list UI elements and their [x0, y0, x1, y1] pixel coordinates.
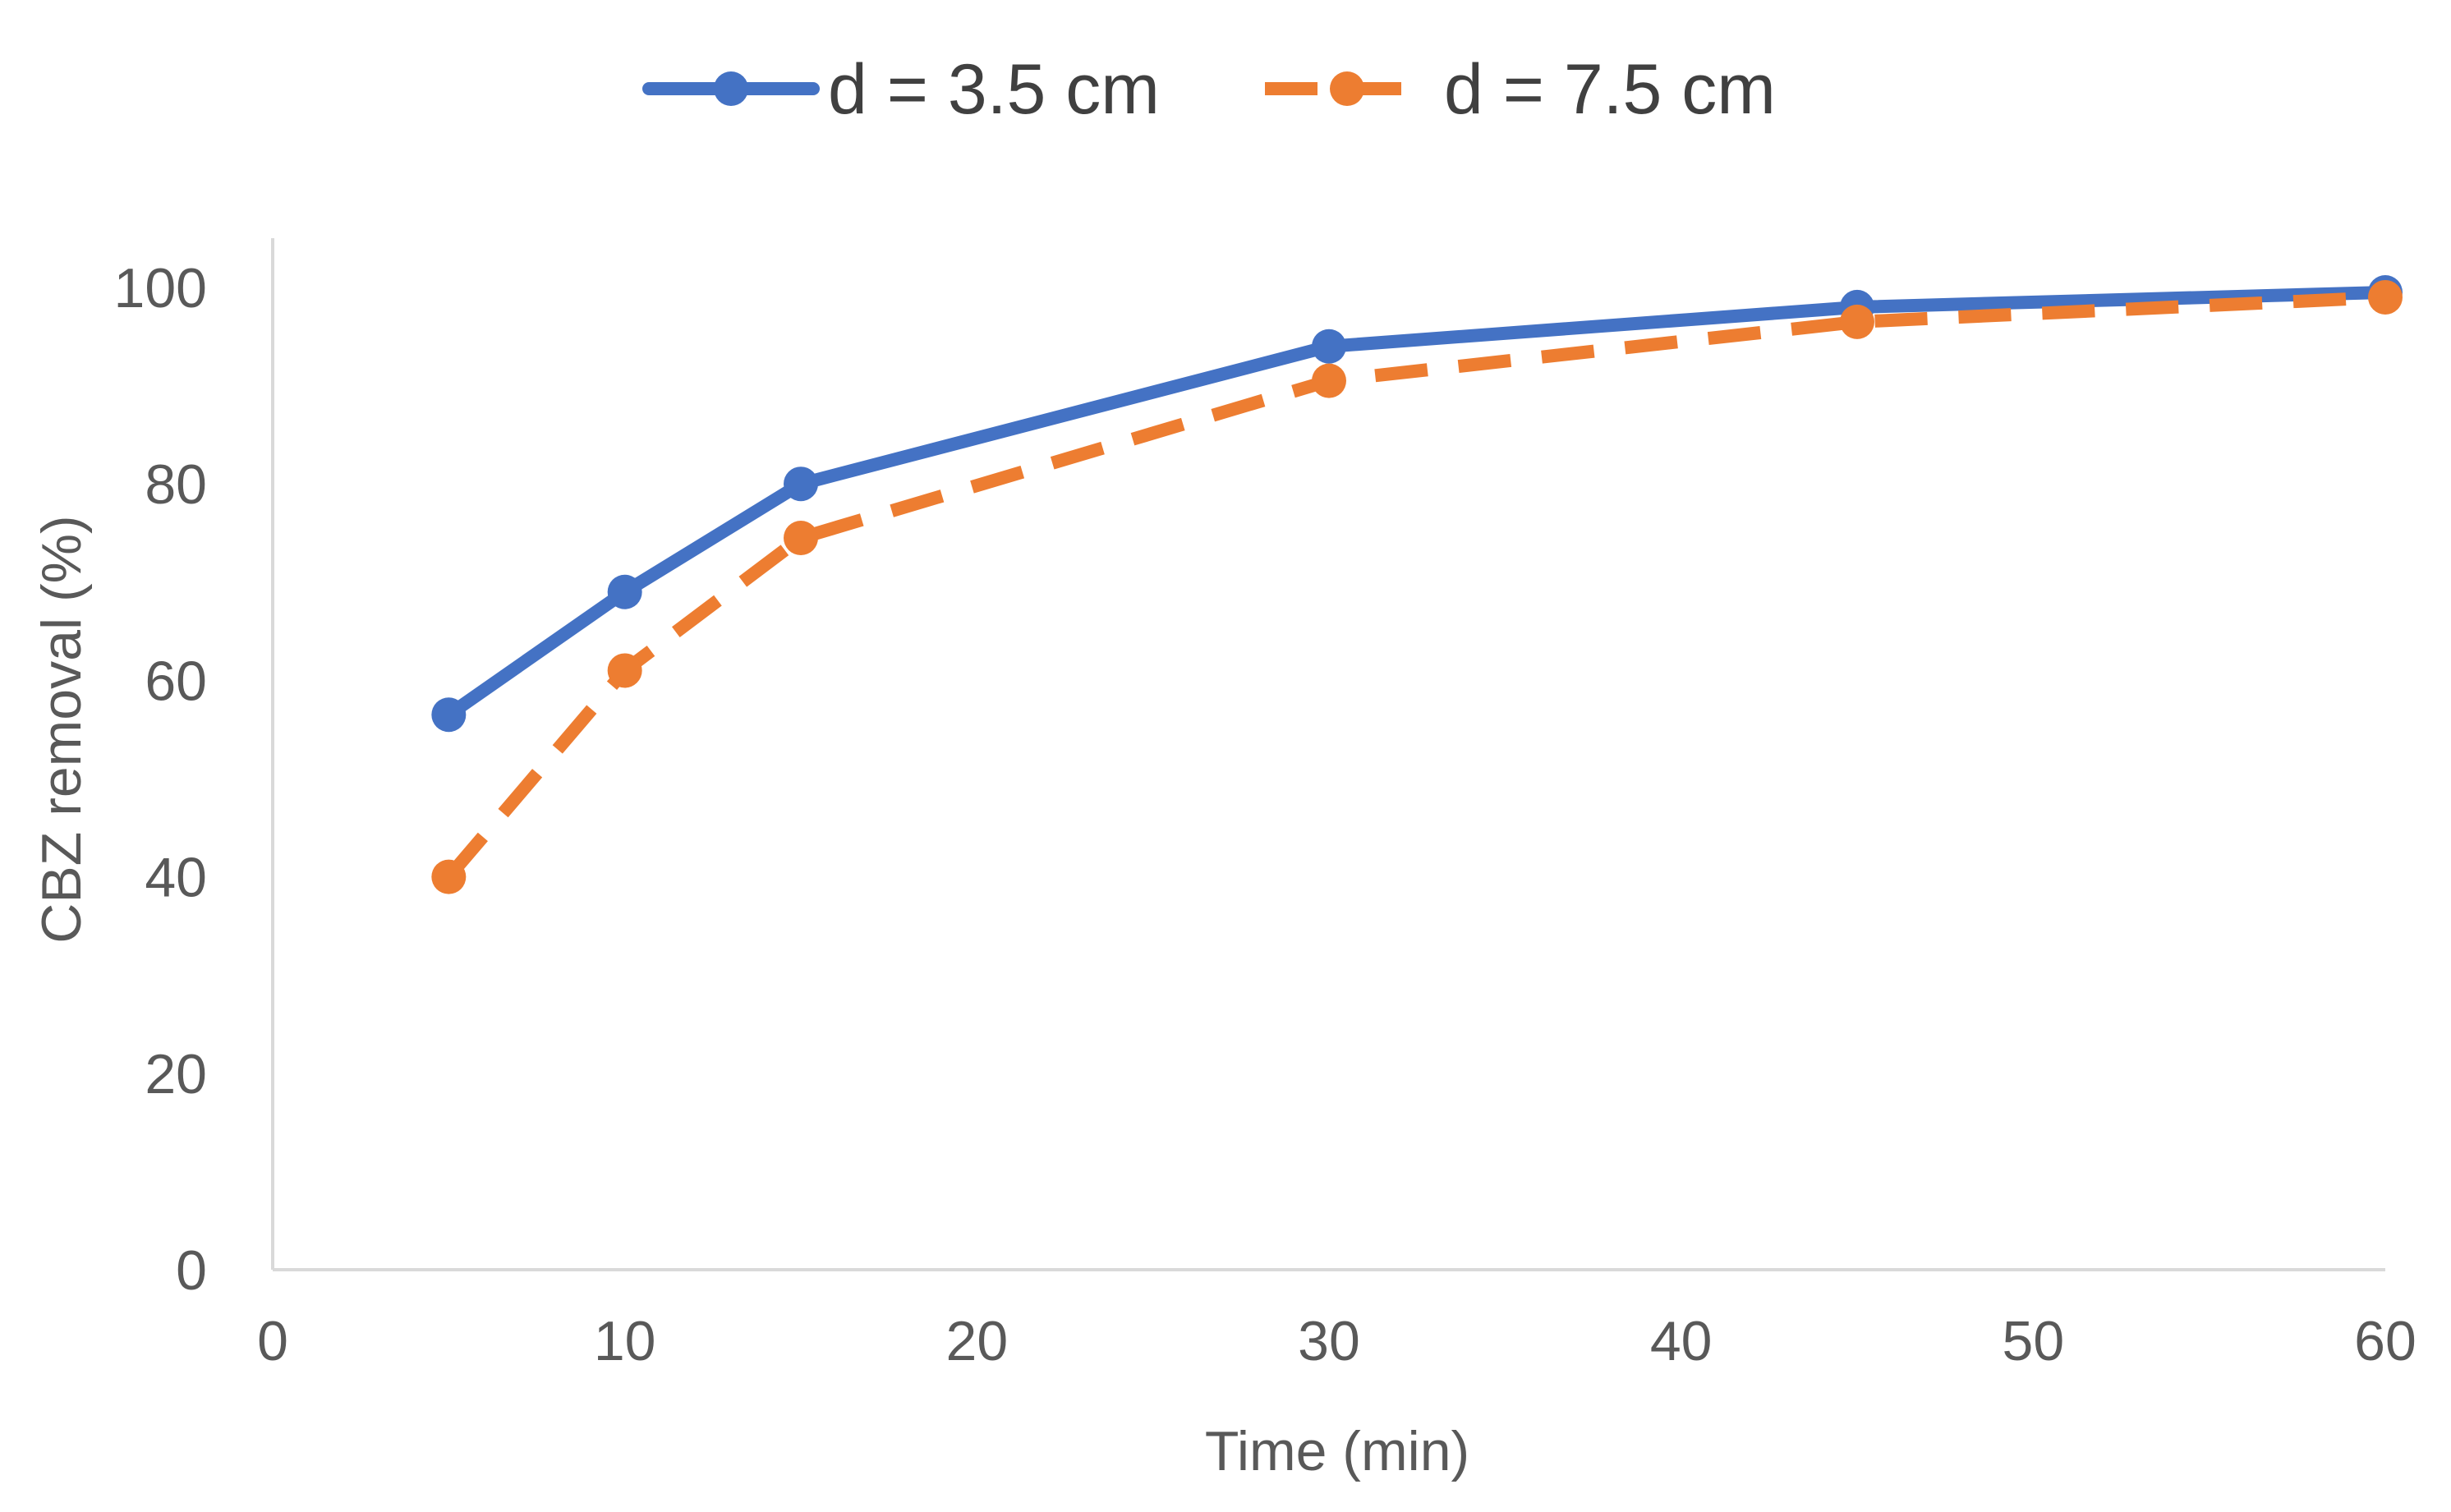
- data-point: [431, 697, 467, 733]
- y-tick-label: 0: [176, 1239, 207, 1302]
- x-tick-label: 50: [2003, 1310, 2065, 1372]
- series-1: [431, 279, 2403, 894]
- data-point: [1312, 329, 1346, 364]
- y-tick-label: 60: [145, 650, 207, 712]
- data-point: [1840, 304, 1874, 339]
- legend-label-1: d = 7.5 cm: [1444, 50, 1776, 129]
- series-line: [444, 290, 2386, 881]
- x-tick-label: 30: [1298, 1310, 1360, 1372]
- legend-item-1: d = 7.5 cm: [1265, 50, 1776, 129]
- legend-item-0: d = 3.5 cm: [642, 50, 1160, 129]
- series-group: [431, 274, 2403, 894]
- legend-marker-swatch-0: [714, 71, 748, 106]
- x-tick-label: 20: [946, 1310, 1009, 1372]
- x-tick-label: 40: [1650, 1310, 1713, 1372]
- series-line: [442, 285, 2392, 722]
- y-tick-label: 100: [114, 257, 207, 319]
- axes: [271, 238, 2385, 1271]
- data-point: [784, 466, 818, 502]
- x-tick-label: 0: [257, 1310, 288, 1372]
- y-tick-label: 40: [145, 847, 207, 909]
- x-axis-title: Time (min): [1205, 1420, 1469, 1482]
- data-point: [607, 574, 642, 609]
- y-tick-labels: 0 20 40 60 80 100: [114, 257, 207, 1302]
- data-point: [607, 653, 642, 688]
- y-tick-label: 80: [145, 453, 207, 516]
- data-point: [2368, 279, 2403, 315]
- x-tick-label: 60: [2354, 1310, 2417, 1372]
- y-tick-label: 20: [145, 1043, 207, 1105]
- legend-label-0: d = 3.5 cm: [828, 50, 1160, 129]
- data-point: [431, 859, 467, 894]
- x-tick-labels: 0 10 20 30 40 50 60: [257, 1310, 2417, 1372]
- data-point: [1312, 363, 1346, 398]
- y-axis-title: CBZ removal (%): [30, 515, 93, 943]
- legend-marker-swatch-1: [1330, 71, 1364, 106]
- x-tick-label: 10: [594, 1310, 656, 1372]
- legend: d = 3.5 cm d = 7.5 cm: [642, 50, 1776, 129]
- data-point: [784, 520, 818, 555]
